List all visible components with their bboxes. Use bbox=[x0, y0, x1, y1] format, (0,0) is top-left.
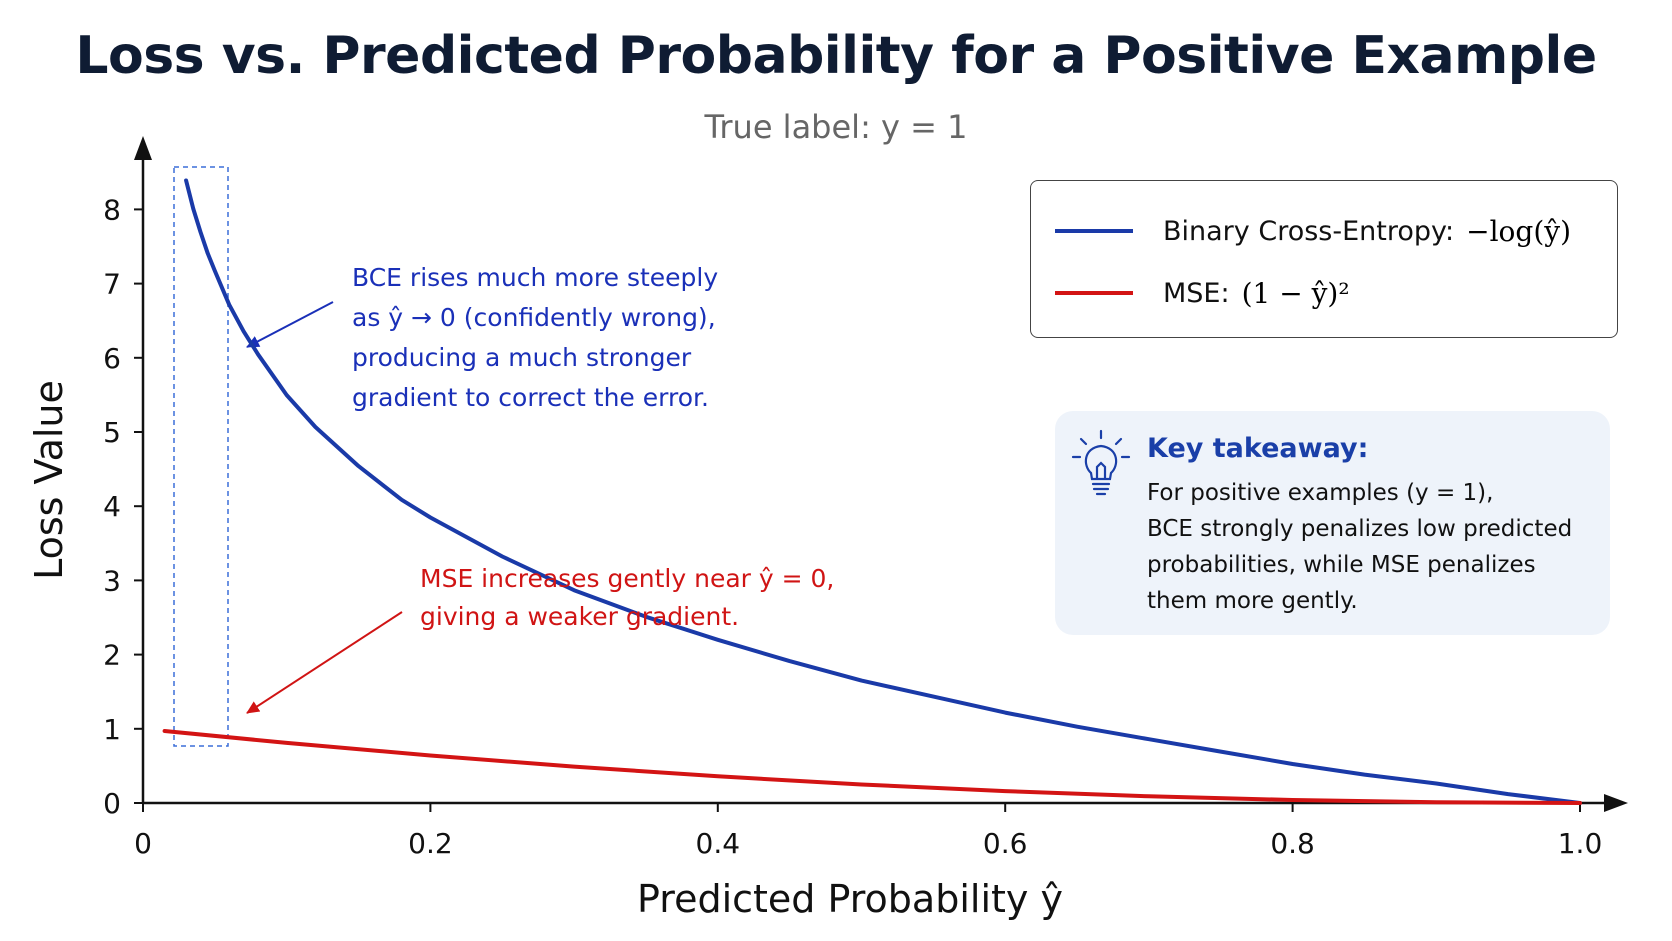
x-ticks: 0 0.2 0.4 0.6 0.8 1.0 bbox=[134, 803, 1602, 860]
x-tick-label: 0.4 bbox=[696, 827, 741, 860]
x-axis-title: Predicted Probability ŷ bbox=[637, 877, 1063, 921]
takeaway-line: BCE strongly penalizes low predicted bbox=[1147, 516, 1573, 542]
takeaway-line: For positive examples (y = 1), bbox=[1147, 480, 1494, 506]
legend-swatch-bce bbox=[1055, 229, 1133, 233]
x-tick-label: 1.0 bbox=[1558, 827, 1603, 860]
y-tick-label: 1 bbox=[103, 713, 121, 746]
legend-formula-mse: (1 − ŷ)² bbox=[1241, 276, 1350, 310]
y-tick-label: 5 bbox=[103, 416, 121, 449]
legend-formula-bce: −log(ŷ) bbox=[1466, 214, 1572, 248]
takeaway-line: them more gently. bbox=[1147, 588, 1358, 614]
y-tick-label: 4 bbox=[103, 490, 121, 523]
y-axis-arrow-icon bbox=[134, 136, 152, 160]
legend-swatch-mse bbox=[1055, 291, 1133, 295]
y-tick-label: 3 bbox=[103, 564, 121, 597]
y-tick-label: 7 bbox=[103, 268, 121, 301]
takeaway-body: For positive examples (y = 1), BCE stron… bbox=[1147, 475, 1597, 619]
bce-annotation-line: as ŷ → 0 (confidently wrong), bbox=[352, 303, 716, 332]
y-axis-title: Loss Value bbox=[27, 380, 71, 580]
y-tick-label: 0 bbox=[103, 787, 121, 820]
mse-note-arrow bbox=[246, 611, 403, 714]
y-ticks: 0 1 2 3 4 5 6 7 8 bbox=[103, 193, 143, 820]
legend-item-mse: MSE: (1 − ŷ)² bbox=[1055, 273, 1350, 313]
legend-label-bce: Binary Cross-Entropy: bbox=[1163, 215, 1455, 247]
y-tick-label: 2 bbox=[103, 639, 121, 672]
legend-item-bce: Binary Cross-Entropy: −log(ŷ) bbox=[1055, 211, 1571, 251]
y-tick-label: 6 bbox=[103, 342, 121, 375]
mse-series-line bbox=[162, 729, 1582, 805]
legend-label-mse: MSE: bbox=[1163, 277, 1230, 309]
x-tick-label: 0.6 bbox=[983, 827, 1028, 860]
bce-annotation: BCE rises much more steeply as ŷ → 0 (co… bbox=[352, 258, 772, 418]
mse-annotation: MSE increases gently near ŷ = 0, giving … bbox=[420, 560, 840, 636]
bce-annotation-line: gradient to correct the error. bbox=[352, 383, 709, 412]
lightbulb-icon bbox=[1071, 429, 1131, 496]
x-tick-label: 0.8 bbox=[1270, 827, 1315, 860]
series-layer bbox=[162, 178, 1582, 805]
bce-series-line bbox=[184, 178, 1582, 805]
legend: Binary Cross-Entropy: −log(ŷ) MSE: (1 − … bbox=[1030, 180, 1618, 338]
chart-title: Loss vs. Predicted Probability for a Pos… bbox=[75, 26, 1597, 86]
mse-annotation-line: giving a weaker gradient. bbox=[420, 602, 740, 631]
bce-note-arrow bbox=[246, 301, 334, 348]
y-tick-label: 8 bbox=[103, 193, 121, 226]
x-tick-label: 0.2 bbox=[408, 827, 453, 860]
bce-annotation-line: producing a much stronger bbox=[352, 343, 692, 372]
x-tick-label: 0 bbox=[134, 827, 152, 860]
bce-annotation-line: BCE rises much more steeply bbox=[352, 263, 719, 292]
x-axis-arrow-icon bbox=[1604, 794, 1628, 812]
takeaway-heading: Key takeaway: bbox=[1147, 433, 1369, 464]
chart-subtitle: True label: y = 1 bbox=[704, 108, 968, 146]
key-takeaway-card: Key takeaway: For positive examples (y =… bbox=[1055, 411, 1610, 635]
takeaway-line: probabilities, while MSE penalizes bbox=[1147, 552, 1536, 578]
mse-annotation-line: MSE increases gently near ŷ = 0, bbox=[420, 564, 835, 593]
steep-region-highlight bbox=[173, 166, 229, 747]
